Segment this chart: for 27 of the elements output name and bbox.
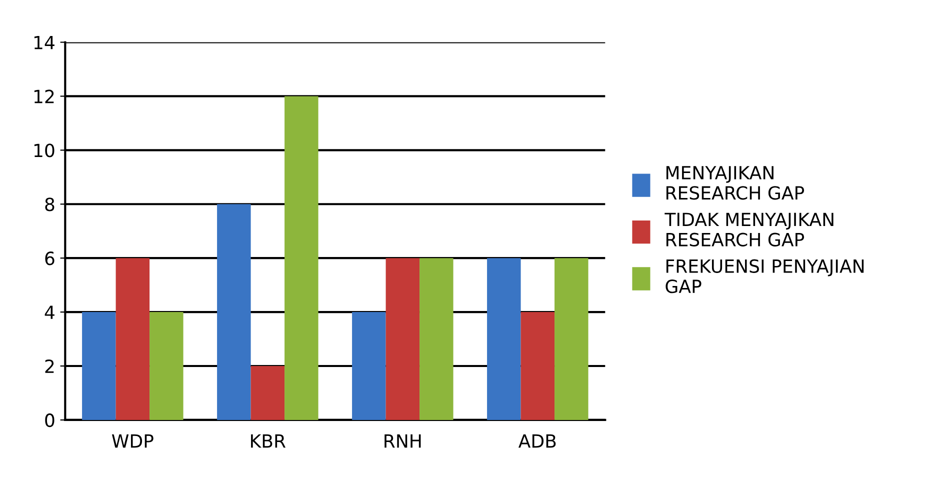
x-tick-label: RNH (384, 434, 421, 448)
bar (554, 258, 588, 420)
y-tick-label: 6 (45, 252, 54, 266)
legend-label: FREKUENSI PENYAJIAN GAP (666, 259, 864, 294)
y-tick-label: 8 (45, 198, 54, 212)
bar (487, 258, 521, 420)
y-tick-label: 2 (45, 359, 54, 373)
y-tick-label: 14 (34, 36, 54, 50)
y-tick-label: 4 (44, 306, 54, 319)
x-tick-label: ADB (518, 434, 556, 448)
bar (150, 312, 184, 420)
y-tick-label: 10 (34, 144, 54, 158)
bar (420, 258, 454, 420)
bar (250, 366, 285, 420)
x-tick-label: WDP (112, 434, 154, 448)
bar (82, 312, 116, 420)
legend-label: MENYAJIKAN RESEARCH GAP (666, 166, 804, 200)
legend-label: TIDAK MENYAJIKAN RESEARCH GAP (664, 212, 834, 246)
bar (352, 312, 386, 420)
bar (116, 258, 150, 420)
bar (520, 312, 555, 420)
bar (217, 204, 251, 420)
x-tick-label: KBR (251, 434, 286, 448)
y-tick-label: 12 (34, 90, 54, 104)
bar (386, 258, 420, 420)
bar (284, 96, 318, 420)
y-tick-label: 0 (45, 413, 54, 428)
